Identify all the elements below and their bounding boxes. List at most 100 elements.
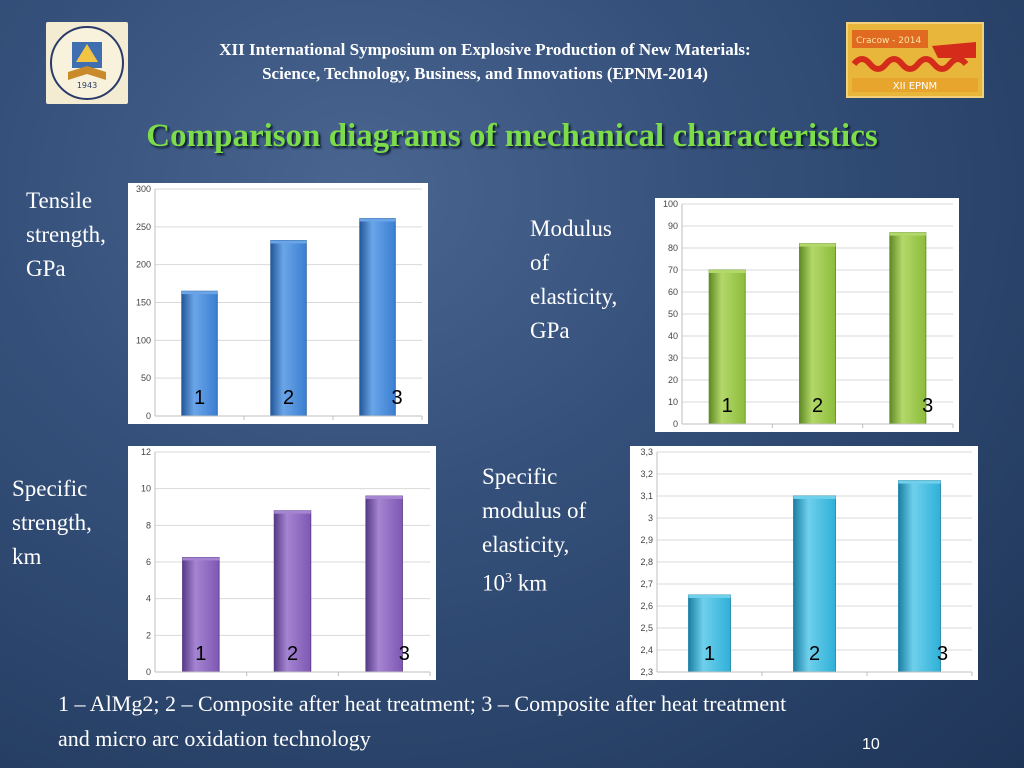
tensile-strength-chart: 0 50 100 150 200 250 300 1 2 3: [128, 183, 428, 424]
y-tick-label: 20: [668, 375, 678, 385]
y-tick-label: 8: [146, 520, 151, 530]
y-tick-label: 50: [141, 373, 151, 383]
modulus-elasticity-label: Modulus of elasticity, GPa: [530, 212, 617, 348]
bar-top-highlight: [709, 270, 746, 273]
modulus-elasticity-chart-svg: 0 10 20 30 40 50 60 70 80 90 100 1 2 3: [663, 199, 954, 429]
label-line: elasticity,: [530, 284, 618, 309]
y-tick-label: 60: [668, 287, 678, 297]
bar-top-highlight: [799, 243, 836, 247]
y-tick-label: 0: [146, 411, 151, 421]
university-logo: 1943: [46, 22, 128, 104]
category-label: 3: [922, 395, 933, 417]
caption-line2: and micro arc oxidation technology: [58, 726, 371, 751]
label-line: elasticity,: [482, 532, 570, 557]
bar-1: [182, 557, 220, 673]
bar-top-highlight: [365, 496, 403, 499]
y-tick-label: 3,2: [640, 469, 653, 479]
slide-number: 10: [862, 736, 880, 753]
logo-cracow-label: Cracow - 2014: [856, 36, 921, 46]
bar-2: [793, 495, 836, 673]
category-label: 1: [194, 387, 205, 409]
unit-exponent: 3: [505, 571, 512, 586]
y-tick-label: 250: [136, 222, 151, 232]
y-tick-label: 4: [146, 594, 151, 604]
y-tick-label: 2,7: [640, 579, 653, 589]
y-tick-label: 12: [141, 447, 151, 457]
specific-modulus-chart: 2,3 2,4 2,5 2,6 2,7 2,8 2,9 3 3,1 3,2 3,3 1 2 3: [630, 446, 978, 680]
bar-2: [799, 243, 836, 425]
y-tick-label: 3,1: [640, 491, 653, 501]
bar-top-highlight: [181, 291, 218, 295]
y-tick-label: 100: [136, 335, 151, 345]
y-tick-label: 100: [663, 199, 678, 209]
y-tick-label: 300: [136, 184, 151, 194]
bar-top-highlight: [182, 557, 220, 561]
tensile-strength-chart-svg: 0 50 100 150 200 250 300 1 2 3: [136, 184, 423, 421]
y-tick-label: 3,3: [640, 447, 653, 457]
label-line: modulus of: [482, 498, 587, 523]
category-label: 3: [937, 643, 948, 665]
bar-3: [359, 218, 396, 417]
y-tick-label: 10: [141, 484, 151, 494]
caption-line1: 1 – AlMg2; 2 – Composite after heat trea…: [58, 691, 787, 716]
bar-top-highlight: [688, 595, 731, 598]
category-label: 2: [809, 643, 820, 665]
y-tick-label: 6: [146, 557, 151, 567]
bar-1: [688, 594, 731, 673]
label-line: of: [530, 250, 550, 275]
label-line: GPa: [530, 318, 570, 343]
y-tick-label: 90: [668, 221, 678, 231]
symposium-title-line1: XII International Symposium on Explosive…: [219, 40, 751, 59]
category-label: 2: [287, 643, 298, 665]
symposium-title-line2: Science, Technology, Business, and Innov…: [262, 64, 708, 83]
label-line: 103 km: [482, 562, 586, 601]
y-tick-label: 40: [668, 331, 678, 341]
y-tick-label: 2,8: [640, 557, 653, 567]
bar-3: [898, 480, 941, 673]
label-line: Tensile: [26, 188, 93, 213]
specific-modulus-chart-svg: 2,3 2,4 2,5 2,6 2,7 2,8 2,9 3 3,1 3,2 3,3 1 2 3: [640, 447, 973, 677]
y-tick-label: 50: [668, 309, 678, 319]
category-label: 3: [399, 643, 410, 665]
y-tick-label: 10: [668, 397, 678, 407]
bar-3: [889, 232, 927, 425]
bar-top-highlight: [898, 480, 941, 484]
y-tick-label: 0: [673, 419, 678, 429]
bar-top-highlight: [270, 240, 307, 244]
category-label: 3: [392, 387, 403, 409]
y-tick-label: 2,4: [640, 645, 653, 655]
label-line: km: [12, 544, 42, 569]
y-tick-label: 2,5: [640, 623, 653, 633]
logo-year: 1943: [77, 81, 97, 90]
specific-strength-label: Specific strength, km: [12, 472, 92, 574]
category-label: 2: [283, 387, 294, 409]
bar-1: [708, 269, 746, 425]
y-tick-label: 2,3: [640, 667, 653, 677]
tensile-strength-label: Tensile strength, GPa: [26, 184, 106, 286]
bar-2: [270, 240, 307, 417]
logo-epnm-label: XII EPNM: [893, 81, 937, 92]
unit-km: km: [512, 570, 548, 596]
y-tick-label: 150: [136, 298, 151, 308]
y-tick-label: 70: [668, 265, 678, 275]
epnm-logo: Cracow - 2014 XII EPNM: [846, 22, 984, 98]
label-line: Modulus: [530, 216, 612, 241]
specific-strength-chart: 0 2 4 6 8 10 12 1 2 3: [128, 446, 436, 680]
specific-modulus-label: Specific modulus of elasticity, 103 km: [482, 460, 586, 601]
page-title: Comparison diagrams of mechanical charac…: [146, 118, 878, 154]
bar-top-highlight: [889, 232, 926, 236]
unit-base: 10: [482, 570, 505, 596]
label-line: Specific: [12, 476, 88, 501]
label-line: Specific: [482, 464, 558, 489]
bar-top-highlight: [359, 218, 396, 222]
bar-2: [273, 510, 312, 673]
legend-caption: 1 – AlMg2; 2 – Composite after heat trea…: [58, 686, 1018, 756]
y-tick-label: 80: [668, 243, 678, 253]
category-label: 1: [195, 643, 206, 665]
y-tick-label: 2,6: [640, 601, 653, 611]
y-tick-label: 0: [146, 667, 151, 677]
modulus-elasticity-chart: 0 10 20 30 40 50 60 70 80 90 100 1 2 3: [655, 198, 959, 432]
label-line: GPa: [26, 256, 66, 281]
label-line: strength,: [26, 222, 106, 247]
